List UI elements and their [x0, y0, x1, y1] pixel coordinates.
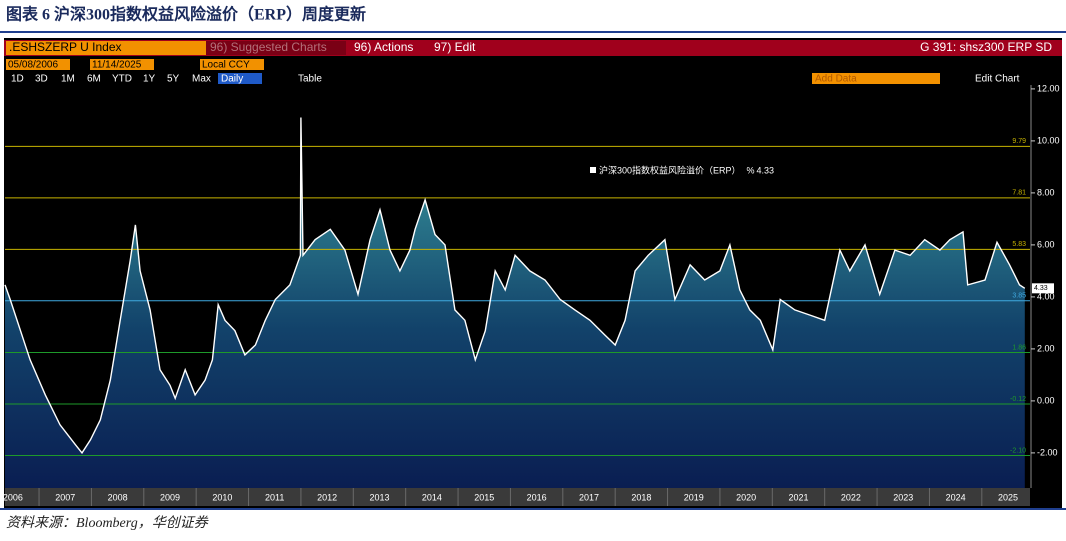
frequency: Daily: [221, 74, 243, 85]
last-value-box: [1032, 283, 1054, 294]
period-button[interactable]: 1M: [61, 74, 75, 85]
legend-unit: %: [747, 165, 755, 175]
legend-value: 4.33: [757, 165, 775, 175]
x-tick-label: 2013: [369, 492, 389, 502]
x-tick-label: 2016: [527, 492, 547, 502]
line: [4, 117, 1026, 455]
rule: [0, 31, 1066, 33]
end-date: 11/14/2025: [92, 60, 142, 71]
period-button[interactable]: 5Y: [167, 74, 180, 85]
start-date: 05/08/2006: [8, 60, 58, 71]
plot: 2006 2007 2008 2009 2010 2011 2012 2013 2014 2015…: [3, 83, 1060, 506]
title: 图表 6 沪深300指数权益风险溢价（ERP）周度更新: [6, 5, 366, 24]
ref-label: 9.79: [1012, 138, 1026, 145]
x-tick-label: 2018: [631, 492, 651, 502]
period-buttons: 1D 3D 1M 6M YTD 1Y 5Y Max: [11, 74, 211, 85]
ref-label: 1.86: [1012, 344, 1026, 351]
x-axis-strip: [5, 488, 1030, 506]
actions[interactable]: 96) Actions: [354, 40, 413, 54]
y-tick-label: 6.00: [1037, 239, 1055, 249]
x-tick-label: 2006: [3, 492, 23, 502]
x-tick-label: 2008: [108, 492, 128, 502]
y-tick-label: 0.00: [1037, 395, 1055, 405]
period-button[interactable]: 6M: [87, 74, 101, 85]
legend-swatch: [590, 167, 596, 173]
area: [5, 117, 1025, 488]
x-tick-label: 2025: [998, 492, 1018, 502]
suggested: 96) Suggested Charts: [210, 40, 327, 54]
ref-label: -0.12: [1010, 396, 1026, 403]
chart-id: G 391: shsz300 ERP SD: [920, 40, 1052, 54]
edit[interactable]: 97) Edit: [434, 40, 476, 54]
y-tick-label: -2.00: [1037, 447, 1058, 457]
edit-chart[interactable]: Edit Chart: [975, 74, 1020, 85]
last-value-label: 4.33: [1034, 285, 1048, 292]
y-tick-label: 2.00: [1037, 343, 1055, 353]
y-tick-label: 12.00: [1037, 83, 1060, 93]
x-tick-label: 2021: [788, 492, 808, 502]
period-button[interactable]: 1Y: [143, 74, 156, 85]
ref-label: 7.81: [1012, 190, 1026, 197]
x-tick-label: 2011: [265, 492, 284, 502]
ref-label: 3.85: [1012, 293, 1026, 300]
currency-field[interactable]: [200, 59, 264, 70]
security: .ESHSZERP U Index: [9, 40, 122, 54]
period-button[interactable]: 1D: [11, 74, 24, 85]
start-field[interactable]: [6, 59, 70, 70]
x-tick-label: 2020: [736, 492, 756, 502]
period-button[interactable]: 3D: [35, 74, 48, 85]
source: 资料来源：Bloomberg，华创证券: [6, 515, 209, 531]
y-tick-label: 4.00: [1037, 291, 1055, 301]
table[interactable]: Table: [298, 74, 322, 85]
x-tick-label: 2007: [55, 492, 75, 502]
x-tick-label: 2023: [893, 492, 913, 502]
suggested-button[interactable]: [206, 41, 346, 55]
end-field[interactable]: [90, 59, 154, 70]
x-tick-label: 2012: [317, 492, 337, 502]
frequency-button[interactable]: [218, 73, 262, 84]
rule: [0, 508, 1066, 510]
x-tick-label: 2024: [946, 492, 966, 502]
x-tick-label: 2014: [422, 492, 442, 502]
currency: Local CCY: [202, 60, 250, 71]
x-tick-label: 2022: [841, 492, 861, 502]
y-tick-label: 10.00: [1037, 135, 1060, 145]
add-data-field[interactable]: [812, 73, 940, 84]
y-tick-label: 8.00: [1037, 187, 1055, 197]
x-tick-label: 2019: [684, 492, 704, 502]
x-tick-label: 2015: [474, 492, 494, 502]
security-field[interactable]: [6, 41, 206, 55]
x-tick-label: 2009: [160, 492, 180, 502]
period-button[interactable]: YTD: [112, 74, 132, 85]
x-tick-label: 2010: [212, 492, 232, 502]
period-button[interactable]: Max: [192, 74, 211, 85]
ref-label: -2.10: [1010, 447, 1026, 454]
ref-label: 5.83: [1012, 241, 1026, 248]
add-data: Add Data: [815, 74, 857, 85]
legend-label: 沪深300指数权益风险溢价（ERP）: [599, 164, 741, 175]
x-tick-label: 2017: [579, 492, 599, 502]
